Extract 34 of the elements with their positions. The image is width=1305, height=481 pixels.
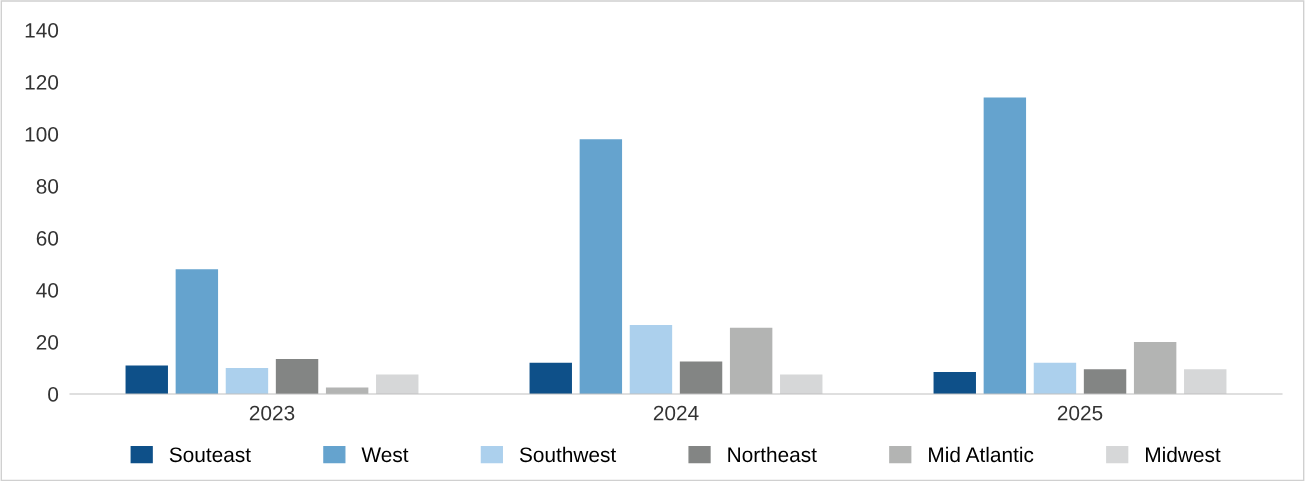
y-tick-label: 80	[36, 179, 59, 194]
bar	[629, 325, 673, 394]
x-tick-label: 2024	[653, 405, 699, 421]
legend-label: Southwest	[519, 446, 617, 463]
bar	[933, 371, 976, 394]
bar	[376, 374, 419, 394]
y-tick-label: 100	[25, 127, 59, 142]
bar	[1083, 369, 1127, 394]
bar	[983, 97, 1027, 394]
x-tick-label: 2023	[249, 405, 295, 421]
bar	[529, 362, 572, 394]
bar	[1033, 362, 1077, 394]
bar	[729, 327, 773, 394]
bar	[275, 358, 319, 394]
x-tick-label: 2025	[1057, 405, 1103, 421]
legend-label: Midwest	[1146, 446, 1221, 463]
bar	[1133, 342, 1177, 394]
legend-label: West	[361, 447, 409, 463]
y-tick-label: 140	[25, 23, 59, 38]
bar	[679, 361, 723, 394]
bar	[579, 139, 623, 394]
y-tick-label: 0	[48, 387, 59, 402]
y-tick-label: 20	[36, 335, 59, 350]
bar	[1184, 369, 1227, 394]
bar	[125, 365, 168, 394]
bar	[780, 374, 823, 394]
legend-label: Mid Atlantic	[929, 446, 1034, 463]
bar	[225, 368, 269, 394]
y-tick-label: 40	[36, 283, 59, 298]
y-tick-label: 60	[36, 231, 59, 246]
bar	[175, 269, 219, 394]
legend-label: Northeast	[728, 446, 817, 463]
legend-label: Souteast	[169, 447, 251, 463]
y-tick-label: 120	[25, 75, 59, 90]
